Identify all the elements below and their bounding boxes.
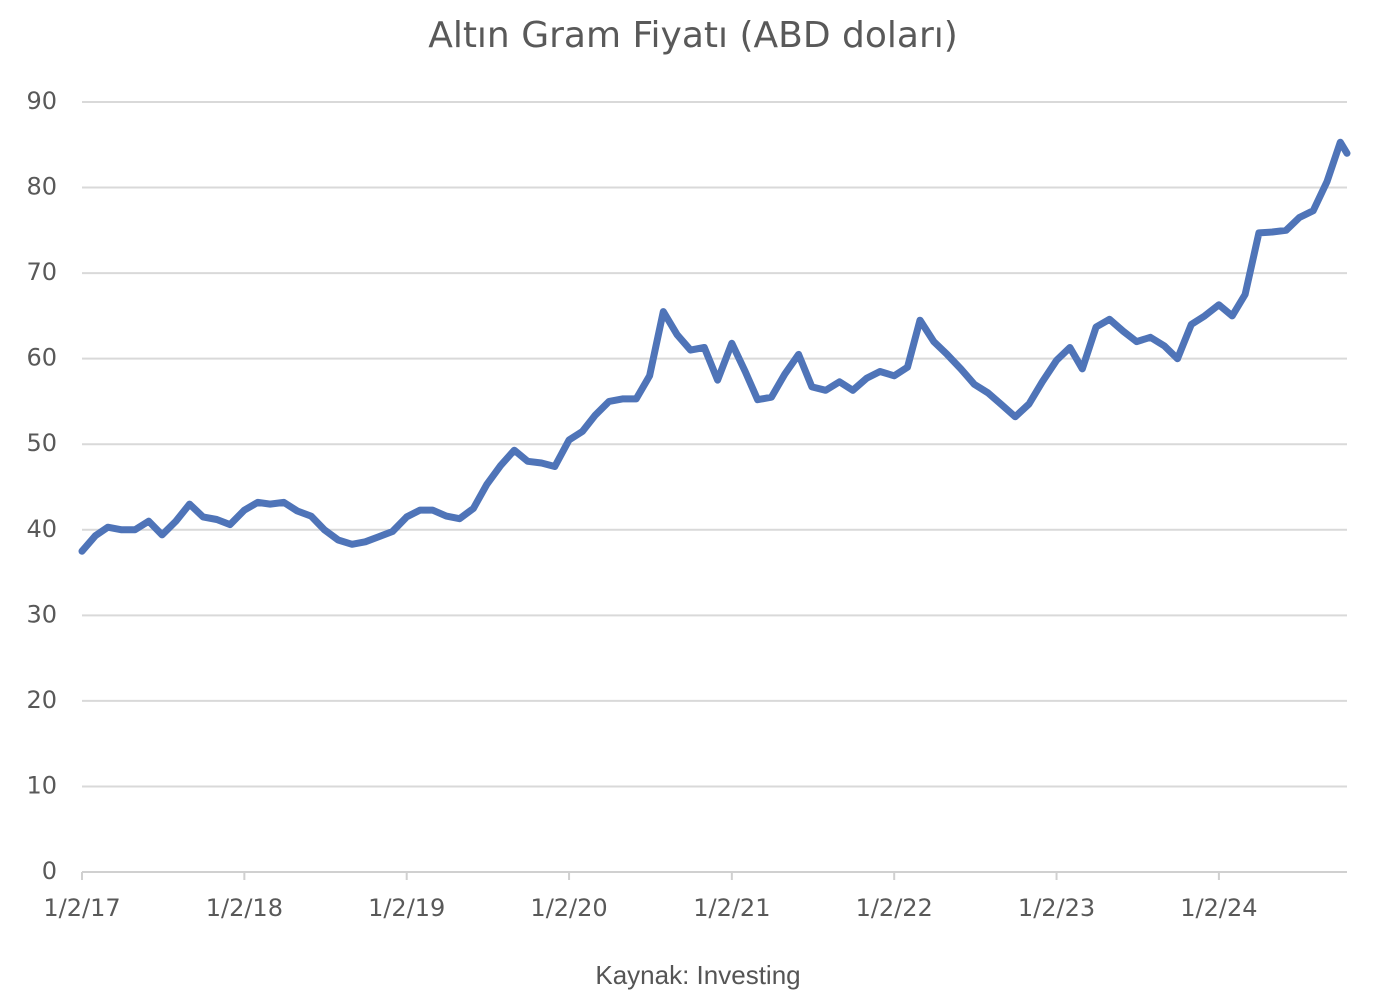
- x-tick-label: 1/2/22: [856, 894, 933, 922]
- y-tick-label: 60: [26, 344, 57, 372]
- y-tick-label: 40: [26, 515, 57, 543]
- y-tick-label: 10: [26, 771, 57, 799]
- x-tick-label: 1/2/21: [693, 894, 770, 922]
- x-tick-label: 1/2/19: [368, 894, 445, 922]
- chart-title: Altın Gram Fiyatı (ABD doları): [428, 15, 958, 56]
- y-tick-label: 20: [26, 686, 57, 714]
- x-tick-label: 1/2/17: [43, 894, 120, 922]
- y-tick-label: 30: [26, 600, 57, 628]
- source-note: Kaynak: Investing: [595, 960, 800, 990]
- x-tick-label: 1/2/18: [206, 894, 283, 922]
- x-tick-label: 1/2/20: [530, 894, 607, 922]
- x-tick-label: 1/2/23: [1018, 894, 1095, 922]
- y-tick-label: 70: [26, 258, 57, 286]
- y-tick-label: 90: [26, 87, 57, 115]
- price-line: [78, 138, 1351, 555]
- x-tick-label: 1/2/24: [1180, 894, 1257, 922]
- y-tick-label: 50: [26, 429, 57, 457]
- y-tick-label: 0: [42, 857, 57, 885]
- y-tick-label: 80: [26, 173, 57, 201]
